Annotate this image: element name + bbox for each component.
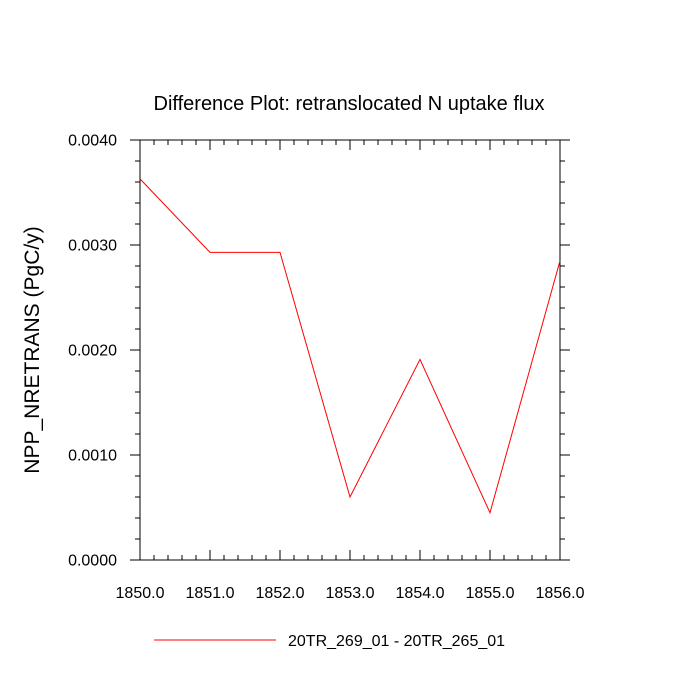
x-tick-label: 1851.0 bbox=[186, 585, 235, 602]
y-tick-label: 0.0010 bbox=[68, 448, 117, 465]
chart-title: Difference Plot: retranslocated N uptake… bbox=[154, 93, 545, 115]
x-tick-label: 1853.0 bbox=[326, 585, 375, 602]
y-tick-label: 0.0040 bbox=[68, 133, 117, 150]
axis-tick-labels: 1850.0 1851.0 1852.0 1853.0 1854.0 1855.0 1856… bbox=[68, 133, 585, 603]
y-tick-label: 0.0000 bbox=[68, 553, 117, 570]
legend: 20TR_269_01 - 20TR_265_01 bbox=[154, 633, 505, 650]
x-tick-label: 1852.0 bbox=[256, 585, 305, 602]
x-tick-label: 1854.0 bbox=[396, 585, 445, 602]
y-axis-label: NPP_NRETRANS (PgC/y) bbox=[21, 226, 44, 473]
axis-ticks bbox=[130, 139, 570, 561]
y-tick-label: 0.0020 bbox=[68, 343, 117, 360]
legend-label: 20TR_269_01 - 20TR_265_01 bbox=[288, 633, 505, 650]
series-line bbox=[139, 178, 561, 515]
x-tick-label: 1850.0 bbox=[116, 585, 165, 602]
x-tick-label: 1856.0 bbox=[536, 585, 585, 602]
series-layer bbox=[139, 178, 561, 515]
x-tick-label: 1855.0 bbox=[466, 585, 515, 602]
y-tick-label: 0.0030 bbox=[68, 238, 117, 255]
